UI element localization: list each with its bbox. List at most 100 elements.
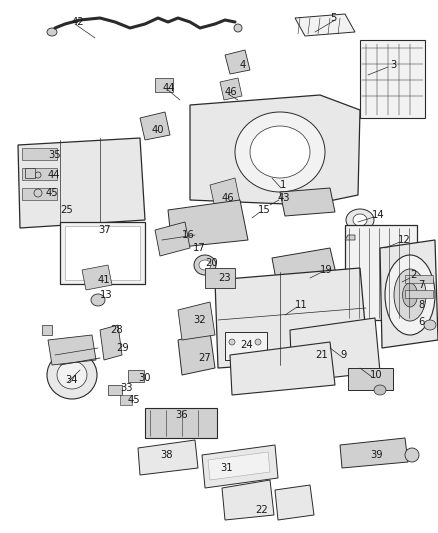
Text: 4: 4: [240, 60, 246, 70]
Bar: [145, 408, 217, 438]
Ellipse shape: [385, 255, 435, 335]
Bar: [155, 78, 173, 92]
Polygon shape: [100, 325, 122, 360]
Polygon shape: [222, 480, 274, 520]
Polygon shape: [155, 222, 190, 256]
Ellipse shape: [234, 24, 242, 32]
Bar: [65, 226, 140, 280]
Text: 29: 29: [116, 343, 129, 353]
Ellipse shape: [235, 112, 325, 192]
Polygon shape: [230, 342, 335, 395]
Text: 32: 32: [193, 315, 205, 325]
Polygon shape: [168, 200, 248, 248]
Text: 27: 27: [198, 353, 211, 363]
Bar: [405, 275, 433, 283]
Bar: [360, 40, 425, 118]
Bar: [108, 385, 122, 395]
Ellipse shape: [199, 260, 211, 270]
Ellipse shape: [194, 255, 216, 275]
Text: 25: 25: [60, 205, 73, 215]
Polygon shape: [340, 438, 408, 468]
Polygon shape: [345, 235, 355, 240]
Text: 19: 19: [320, 265, 333, 275]
Polygon shape: [215, 268, 368, 368]
Text: 43: 43: [278, 193, 290, 203]
Text: 30: 30: [138, 373, 151, 383]
Polygon shape: [225, 50, 250, 74]
Text: 36: 36: [175, 410, 187, 420]
Bar: [348, 368, 393, 390]
Bar: [25, 168, 35, 178]
Polygon shape: [138, 440, 198, 475]
Ellipse shape: [47, 28, 57, 36]
Polygon shape: [48, 335, 96, 365]
Text: 24: 24: [240, 340, 253, 350]
Text: 2: 2: [410, 270, 417, 280]
Text: 44: 44: [163, 83, 176, 93]
Ellipse shape: [353, 214, 367, 226]
Text: 40: 40: [152, 125, 165, 135]
Polygon shape: [280, 188, 335, 216]
Ellipse shape: [34, 189, 42, 197]
Text: 7: 7: [418, 280, 424, 290]
Text: 34: 34: [65, 375, 78, 385]
Polygon shape: [210, 178, 240, 208]
Bar: [405, 290, 433, 298]
Ellipse shape: [35, 172, 41, 178]
Polygon shape: [202, 445, 278, 488]
Polygon shape: [380, 240, 438, 348]
Text: 14: 14: [372, 210, 385, 220]
Bar: [345, 225, 417, 320]
Ellipse shape: [57, 361, 87, 389]
Text: 38: 38: [160, 450, 173, 460]
Bar: [225, 332, 267, 360]
Text: 44: 44: [48, 170, 60, 180]
Text: 11: 11: [295, 300, 308, 310]
Bar: [22, 168, 57, 180]
Text: 37: 37: [98, 225, 111, 235]
Ellipse shape: [424, 320, 436, 330]
Text: 23: 23: [218, 273, 231, 283]
Polygon shape: [190, 95, 360, 205]
Ellipse shape: [229, 339, 235, 345]
Polygon shape: [18, 138, 145, 228]
Text: 45: 45: [128, 395, 141, 405]
Text: 17: 17: [193, 243, 206, 253]
Bar: [22, 188, 57, 200]
Text: 28: 28: [110, 325, 123, 335]
Polygon shape: [82, 265, 112, 290]
Polygon shape: [208, 452, 270, 480]
Text: 45: 45: [46, 188, 59, 198]
Ellipse shape: [403, 283, 417, 307]
Polygon shape: [178, 302, 215, 340]
Bar: [60, 222, 145, 284]
Ellipse shape: [374, 385, 386, 395]
Text: 3: 3: [390, 60, 396, 70]
Text: 16: 16: [182, 230, 195, 240]
Text: 12: 12: [398, 235, 411, 245]
Text: 41: 41: [98, 275, 111, 285]
Text: 5: 5: [330, 13, 336, 23]
Text: 13: 13: [100, 290, 113, 300]
Text: 31: 31: [220, 463, 233, 473]
Text: 10: 10: [370, 370, 383, 380]
Bar: [128, 370, 144, 382]
Text: 42: 42: [72, 17, 85, 27]
Ellipse shape: [250, 126, 310, 178]
Bar: [205, 268, 235, 288]
Polygon shape: [290, 318, 380, 382]
Text: 33: 33: [120, 383, 133, 393]
Ellipse shape: [405, 448, 419, 462]
Polygon shape: [295, 14, 355, 36]
Ellipse shape: [47, 351, 97, 399]
Text: 20: 20: [205, 258, 218, 268]
Bar: [42, 325, 52, 335]
Text: 46: 46: [225, 87, 238, 97]
Polygon shape: [272, 248, 338, 290]
Bar: [22, 148, 57, 160]
Polygon shape: [178, 332, 215, 375]
Text: 21: 21: [315, 350, 328, 360]
Ellipse shape: [255, 339, 261, 345]
Polygon shape: [275, 485, 314, 520]
Ellipse shape: [91, 294, 105, 306]
